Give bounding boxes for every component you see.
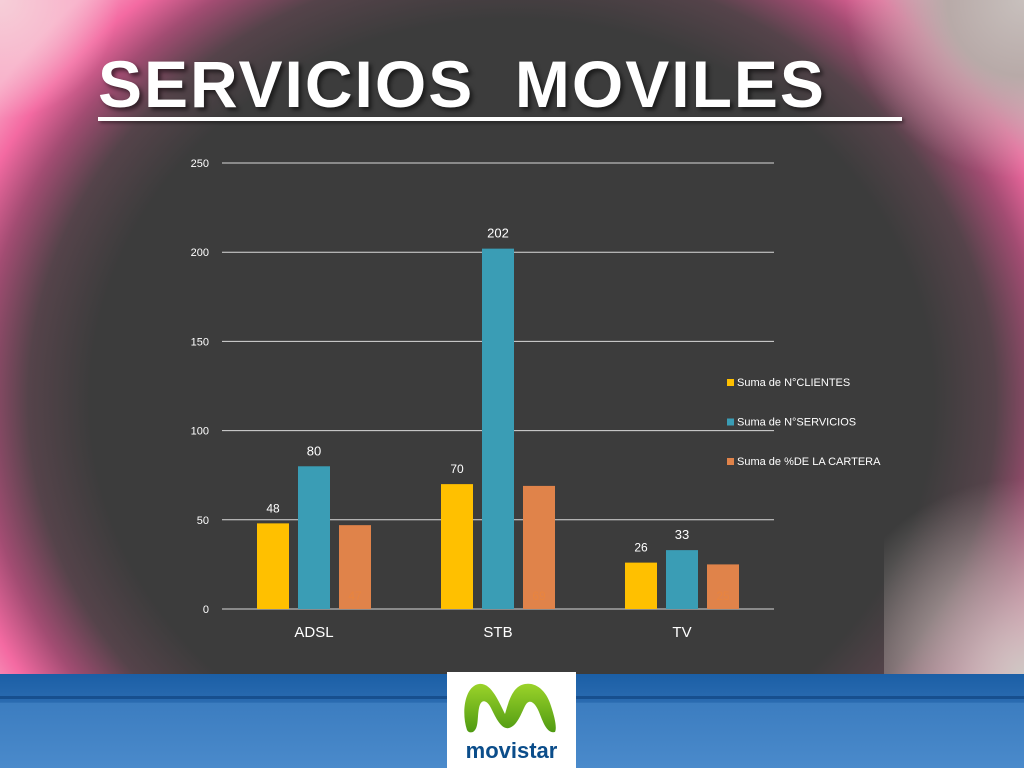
legend-label: Suma de N°CLIENTES (737, 377, 850, 389)
data-label: 202 (487, 226, 509, 241)
y-tick-label: 250 (191, 158, 209, 170)
data-label: 33 (675, 527, 689, 542)
bar (339, 525, 371, 609)
title-underline (98, 117, 902, 121)
data-label: 70 (450, 462, 464, 476)
bar (666, 550, 698, 609)
bar (482, 248, 514, 609)
slide-title: SERVICIOS MOVILES (98, 47, 826, 121)
bar (707, 564, 739, 609)
background-corner-glow (844, 0, 1024, 180)
y-tick-label: 50 (197, 515, 209, 527)
legend-label: Suma de N°SERVICIOS (737, 417, 856, 429)
movistar-m-icon (464, 683, 556, 733)
bar (625, 562, 657, 609)
bar (523, 485, 555, 609)
data-label: 48 (266, 501, 280, 515)
background-corner-glow (884, 454, 1024, 674)
legend-label: Suma de %DE LA CARTERA (737, 456, 881, 468)
x-tick-label: TV (672, 624, 691, 641)
y-tick-label: 100 (191, 426, 209, 438)
data-label: 47 (348, 589, 362, 603)
data-label: 26 (634, 541, 648, 555)
legend-swatch (727, 379, 734, 386)
data-label: 69 (532, 589, 546, 603)
bar-chart: 0 50 100 150 200 250 48 80 47 ADSL 70 202 69 STB 26 33 2… (191, 158, 881, 641)
bar (257, 523, 289, 609)
logo-wordmark: movistar (465, 738, 558, 763)
y-tick-label: 200 (191, 247, 209, 259)
bar (441, 484, 473, 609)
y-tick-label: 0 (203, 604, 209, 616)
bar (298, 466, 330, 609)
y-tick-label: 150 (191, 336, 209, 348)
legend-swatch (727, 458, 734, 465)
movistar-logo: movistar (447, 672, 576, 768)
x-tick-label: ADSL (294, 624, 333, 641)
x-tick-label: STB (483, 624, 512, 641)
data-label: 80 (307, 443, 321, 458)
data-label: 25 (716, 589, 730, 603)
background-corner-glow (0, 0, 120, 120)
legend-swatch (727, 418, 734, 426)
